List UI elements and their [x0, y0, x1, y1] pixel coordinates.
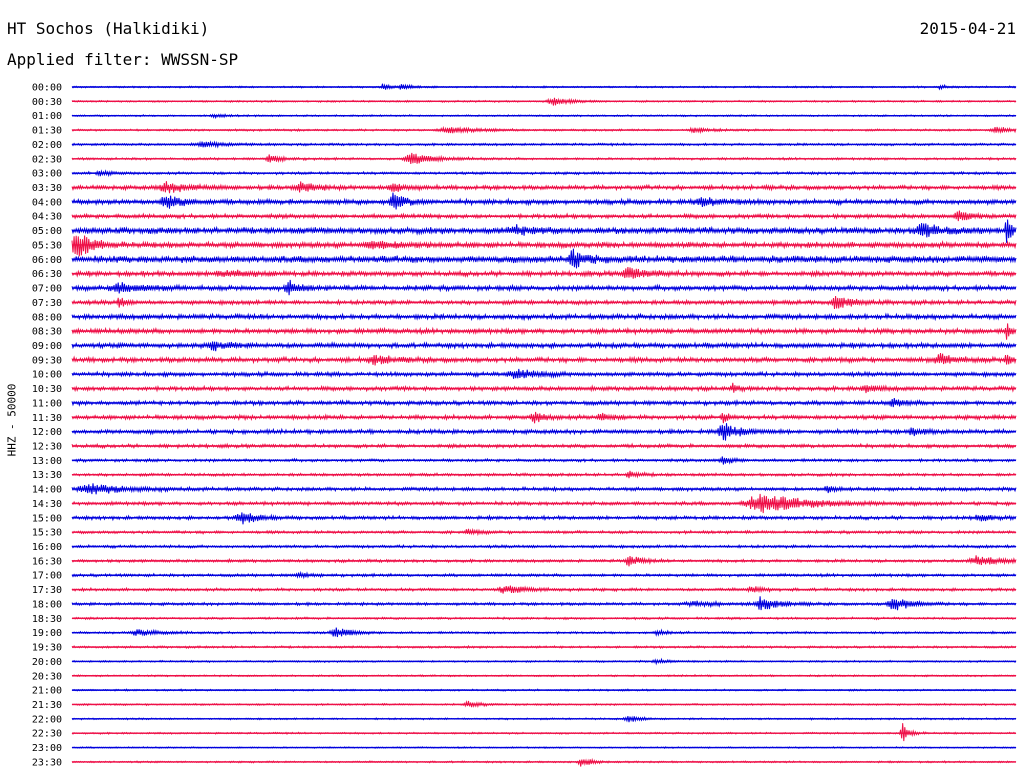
- hour-tick-label: 21:30: [32, 700, 62, 711]
- hour-tick-label: 16:30: [32, 556, 62, 567]
- trace-line: [71, 398, 1017, 408]
- trace-line: [71, 192, 1017, 210]
- hour-tick-label: 04:00: [32, 197, 62, 208]
- hour-tick-label: 20:30: [32, 671, 62, 682]
- hour-tick-label: 10:30: [32, 384, 62, 395]
- trace-line: [71, 382, 1017, 394]
- trace-line: [71, 723, 1017, 742]
- hour-tick-label: 09:30: [32, 355, 62, 366]
- hour-tick-label: 02:30: [32, 154, 62, 165]
- hour-tick-label: 23:00: [32, 743, 62, 754]
- hour-tick-label: 12:30: [32, 442, 62, 453]
- hour-tick-label: 01:00: [32, 111, 62, 122]
- hour-tick-label: 00:30: [32, 97, 62, 108]
- trace-line: [71, 323, 1017, 340]
- hour-tick-label: 22:00: [32, 714, 62, 725]
- trace-line: [71, 219, 1017, 243]
- trace-line: [71, 210, 1017, 222]
- hour-tick-label: 19:00: [32, 628, 62, 639]
- hour-tick-label: 08:30: [32, 327, 62, 338]
- filter-label: Applied filter: WWSSN-SP: [7, 50, 239, 69]
- trace-line: [71, 512, 1017, 525]
- hour-tick-label: 00:00: [32, 83, 62, 94]
- hour-tick-label: 03:30: [32, 183, 62, 194]
- trace-line: [71, 312, 1017, 322]
- hour-tick-label: 01:30: [32, 126, 62, 137]
- hour-tick-label: 16:00: [32, 542, 62, 553]
- hour-tick-label: 13:30: [32, 470, 62, 481]
- hour-tick-label: 23:30: [32, 757, 62, 768]
- hour-tick-label: 17:00: [32, 571, 62, 582]
- hour-tick-label: 06:00: [32, 255, 62, 266]
- hour-tick-label: 21:00: [32, 686, 62, 697]
- trace-line: [71, 585, 1017, 594]
- hour-tick-label: 11:00: [32, 398, 62, 409]
- hour-tick-label: 20:00: [32, 657, 62, 668]
- trace-line: [71, 235, 1017, 257]
- trace-line: [71, 423, 1017, 441]
- hour-tick-label: 03:00: [32, 169, 62, 180]
- date-label: 2015-04-21: [919, 19, 1016, 38]
- hour-tick-label: 11:30: [32, 413, 62, 424]
- hour-tick-label: 05:30: [32, 240, 62, 251]
- hour-tick-label: 18:30: [32, 614, 62, 625]
- hour-tick-label: 02:00: [32, 140, 62, 151]
- hour-tick-label: 08:00: [32, 312, 62, 323]
- trace-line: [71, 267, 1017, 279]
- hour-tick-label: 07:30: [32, 298, 62, 309]
- hour-tick-label: 14:30: [32, 499, 62, 510]
- hour-tick-label: 09:00: [32, 341, 62, 352]
- hour-tick-label: 06:30: [32, 269, 62, 280]
- hour-tick-label: 17:30: [32, 585, 62, 596]
- hour-tick-label: 10:00: [32, 370, 62, 381]
- hour-tick-label: 18:00: [32, 599, 62, 610]
- hour-tick-label: 19:30: [32, 643, 62, 654]
- hour-tick-label: 22:30: [32, 729, 62, 740]
- hour-tick-label: 15:00: [32, 513, 62, 524]
- trace-line: [71, 340, 1017, 352]
- trace-line: [71, 596, 1017, 611]
- hour-tick-label: 13:00: [32, 456, 62, 467]
- hour-tick-label: 15:30: [32, 528, 62, 539]
- trace-line: [71, 493, 1017, 514]
- trace-line: [71, 352, 1017, 366]
- hour-tick-label: 14:00: [32, 485, 62, 496]
- trace-line: [71, 757, 1017, 767]
- hour-tick-label: 07:00: [32, 284, 62, 295]
- hour-tick-label: 04:30: [32, 212, 62, 223]
- station-title: HT Sochos (Halkidiki): [7, 19, 210, 38]
- hour-tick-label: 05:00: [32, 226, 62, 237]
- hour-tick-label: 12:00: [32, 427, 62, 438]
- trace-line: [71, 248, 1017, 269]
